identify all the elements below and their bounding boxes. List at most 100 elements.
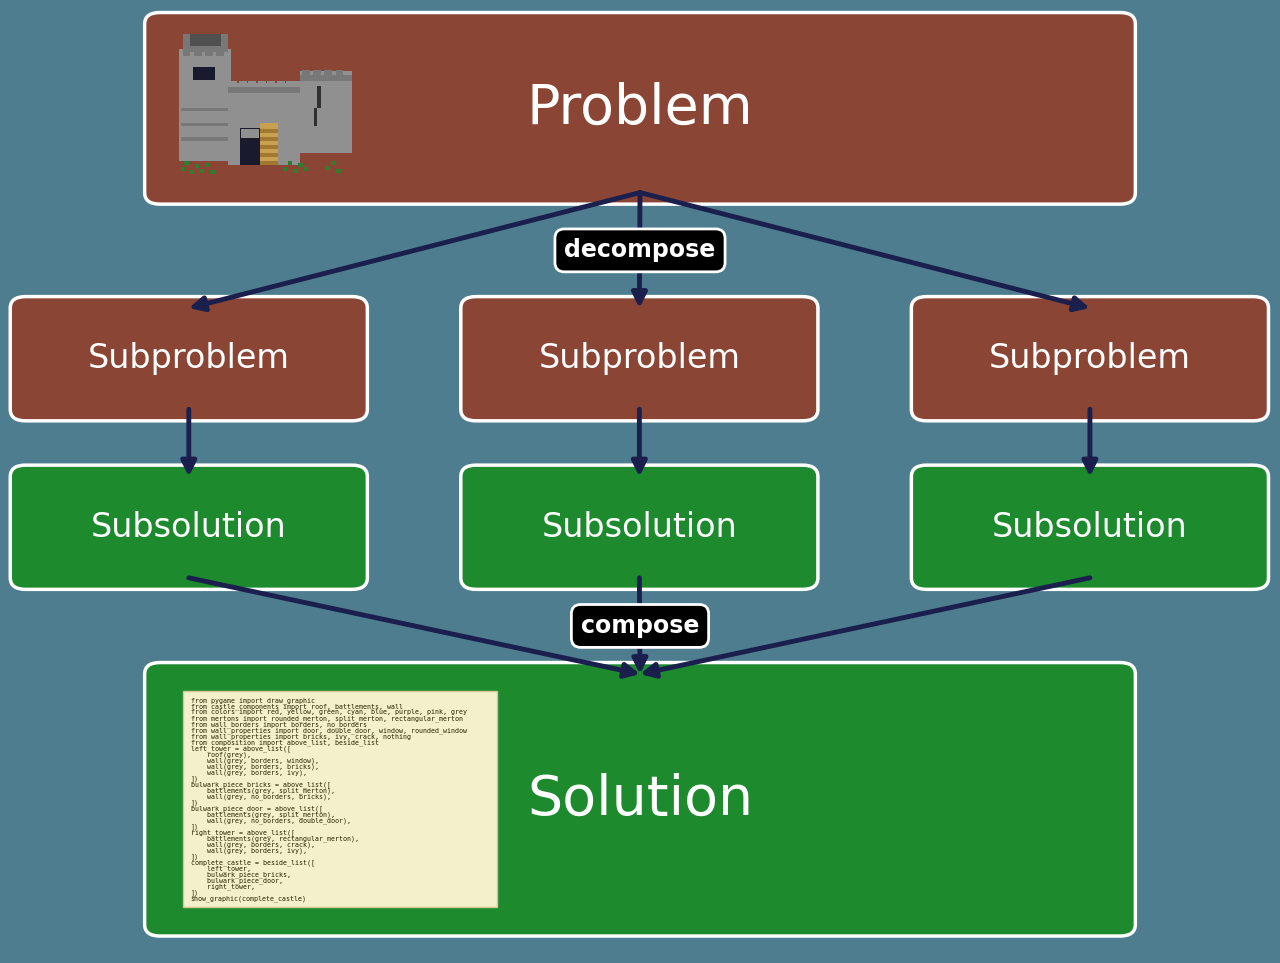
FancyBboxPatch shape (911, 297, 1268, 421)
Bar (183, 47, 191, 56)
Bar (200, 169, 205, 172)
Bar (260, 123, 278, 165)
Bar (229, 82, 237, 89)
Bar (205, 47, 212, 56)
Text: from pygame import draw_graphic: from pygame import draw_graphic (191, 697, 315, 704)
Text: decompose: decompose (564, 239, 716, 262)
FancyBboxPatch shape (10, 297, 367, 421)
Text: ]): ]) (191, 823, 198, 830)
Bar (302, 70, 310, 78)
Text: wall(grey, borders, bricks),: wall(grey, borders, bricks), (191, 763, 319, 769)
Bar (180, 138, 229, 142)
Text: bulwark_piece_bricks = above_list([: bulwark_piece_bricks = above_list([ (191, 781, 330, 788)
Text: ]): ]) (191, 775, 198, 782)
Text: bulwark_piece_door,: bulwark_piece_door, (191, 877, 283, 884)
Text: bulwark_piece_door = above_list([: bulwark_piece_door = above_list([ (191, 805, 323, 812)
Text: right_tower,: right_tower, (191, 883, 255, 890)
Bar (180, 168, 186, 171)
Text: wall(grey, no_borders, double_door),: wall(grey, no_borders, double_door), (191, 817, 351, 823)
Bar (193, 47, 202, 56)
Bar (303, 168, 308, 171)
Text: battlements(grey, split_merton),: battlements(grey, split_merton), (191, 787, 335, 794)
Text: wall(grey, borders, crack),: wall(grey, borders, crack), (191, 841, 315, 847)
Bar (268, 82, 275, 89)
Bar (260, 137, 278, 141)
Text: Subproblem: Subproblem (989, 342, 1190, 376)
FancyBboxPatch shape (10, 465, 367, 589)
Bar (242, 129, 259, 138)
Text: Subproblem: Subproblem (539, 342, 740, 376)
Bar (205, 163, 210, 167)
Bar (337, 169, 340, 172)
Bar (335, 70, 343, 78)
Text: bulwark_piece_bricks,: bulwark_piece_bricks, (191, 871, 291, 877)
FancyBboxPatch shape (911, 465, 1268, 589)
Bar (179, 34, 352, 183)
Bar (260, 145, 278, 149)
Bar (239, 128, 260, 165)
Text: Problem: Problem (526, 81, 754, 136)
Bar (294, 82, 302, 89)
Bar (324, 70, 332, 78)
Bar (301, 75, 352, 82)
FancyBboxPatch shape (461, 465, 818, 589)
Bar (317, 86, 321, 108)
Bar (293, 169, 297, 172)
Bar (257, 82, 266, 89)
Bar (193, 66, 215, 82)
Bar (301, 71, 352, 153)
Text: Subsolution: Subsolution (541, 510, 737, 544)
Text: complete_castle = beside_list([: complete_castle = beside_list([ (191, 859, 315, 866)
Text: wall(grey, borders, ivy),: wall(grey, borders, ivy), (191, 847, 307, 853)
Text: roof(grey),: roof(grey), (191, 751, 251, 758)
Bar (216, 47, 224, 56)
Text: Subproblem: Subproblem (88, 342, 289, 376)
Bar (298, 163, 303, 167)
Bar (210, 170, 215, 174)
Bar (314, 70, 321, 78)
Text: wall(grey, borders, ivy),: wall(grey, borders, ivy), (191, 769, 307, 775)
Bar (228, 83, 300, 165)
Bar (195, 165, 200, 168)
Bar (239, 82, 247, 89)
Text: compose: compose (581, 614, 699, 638)
Bar (260, 153, 278, 157)
Text: battlements(grey, rectangular_merton),: battlements(grey, rectangular_merton), (191, 835, 358, 842)
Text: battlements(grey, split_merton),: battlements(grey, split_merton), (191, 811, 335, 818)
Bar (260, 162, 278, 165)
Bar (184, 162, 188, 165)
FancyBboxPatch shape (461, 297, 818, 421)
Text: left_tower = above_list([: left_tower = above_list([ (191, 744, 291, 752)
Text: Solution: Solution (527, 772, 753, 826)
Bar (332, 162, 335, 165)
FancyBboxPatch shape (183, 691, 497, 907)
Text: ]): ]) (191, 889, 198, 896)
Bar (179, 48, 232, 161)
Bar (314, 109, 317, 126)
Text: show_graphic(complete_castle): show_graphic(complete_castle) (191, 895, 307, 901)
Text: ]): ]) (191, 799, 198, 806)
Bar (248, 82, 256, 89)
Bar (189, 34, 220, 45)
Bar (288, 162, 292, 165)
Bar (180, 122, 229, 126)
FancyBboxPatch shape (145, 13, 1135, 204)
Text: from castle_components import roof, battlements, wall: from castle_components import roof, batt… (191, 703, 403, 710)
Text: Subsolution: Subsolution (992, 510, 1188, 544)
Bar (260, 129, 278, 133)
Text: from wall_borders import borders, no_borders: from wall_borders import borders, no_bor… (191, 721, 367, 728)
Bar (228, 88, 300, 93)
Text: Subsolution: Subsolution (91, 510, 287, 544)
Text: from mertons import rounded_merton, split_merton, rectangular_merton: from mertons import rounded_merton, spli… (191, 715, 463, 721)
Text: from colors import red, yellow, green, cyan, blue, purple, pink, grey: from colors import red, yellow, green, c… (191, 709, 467, 716)
Bar (326, 166, 330, 169)
Bar (193, 80, 215, 83)
Text: left_tower,: left_tower, (191, 865, 251, 872)
Text: right_tower = above_list([: right_tower = above_list([ (191, 829, 294, 836)
Text: from wall_properties import bricks, ivy, crack, nothing: from wall_properties import bricks, ivy,… (191, 733, 411, 740)
Text: from wall_properties import door, double_door, window, rounded_window: from wall_properties import door, double… (191, 727, 467, 734)
Text: wall(grey, borders, window),: wall(grey, borders, window), (191, 757, 319, 764)
FancyBboxPatch shape (145, 663, 1135, 936)
Text: from composition import above_list, beside_list: from composition import above_list, besi… (191, 739, 379, 745)
Bar (276, 82, 284, 89)
